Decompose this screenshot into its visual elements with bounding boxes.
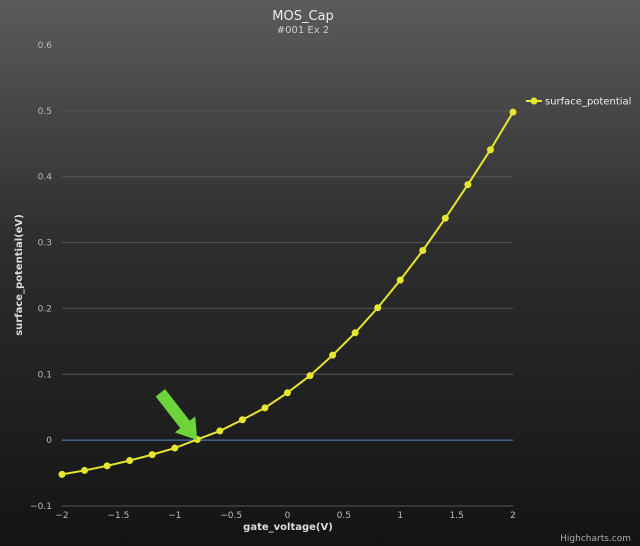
y-axis-ticks: −0.1 0 0.1 0.2 0.3 0.4 0.5 0.6 [30,41,52,512]
credits-link[interactable]: Highcharts.com [560,534,631,544]
green-arrow-icon [155,389,198,441]
data-point[interactable] [486,146,494,154]
data-point[interactable] [58,470,66,478]
y-tick-label: 0.1 [38,370,52,380]
y-tick-label: 0 [46,436,52,446]
series-line [61,111,514,476]
x-tick-label: 1.5 [449,511,463,521]
x-tick-label: −0.5 [220,511,242,521]
chart-title: MOS_Cap [272,9,334,24]
data-point[interactable] [351,329,359,337]
legend-marker [530,97,538,105]
data-point[interactable] [306,372,314,380]
data-point[interactable] [509,108,517,116]
y-tick-label: 0.4 [38,173,53,183]
legend-item-surface-potential[interactable]: surface_potential [526,97,631,108]
data-point[interactable] [148,451,156,459]
y-tick-label: 0.6 [38,41,53,51]
data-point[interactable] [81,466,89,474]
grid-lines [62,44,513,507]
legend-label: surface_potential [545,97,631,108]
series-surface-potential[interactable] [58,108,517,478]
x-tick-label: 2 [510,511,516,521]
y-tick-label: 0.3 [38,239,52,249]
arrow-shape [155,389,198,441]
y-tick-label: 0.5 [38,107,52,117]
x-tick-label: −1 [168,511,181,521]
data-point[interactable] [261,404,269,412]
data-point[interactable] [374,304,382,312]
data-point[interactable] [441,214,449,222]
data-point[interactable] [329,351,337,359]
x-tick-label: −2 [55,511,68,521]
x-tick-label: 1 [397,511,403,521]
y-axis-title: surface_potential(eV) [14,214,25,336]
data-point[interactable] [126,457,134,465]
x-tick-label: 0.5 [337,511,351,521]
data-point[interactable] [419,246,427,254]
data-point[interactable] [284,389,291,397]
data-point[interactable] [216,427,224,435]
data-point[interactable] [171,444,179,452]
chart-subtitle: #001 Ex 2 [277,25,329,36]
data-point[interactable] [396,276,404,284]
y-tick-label: −0.1 [30,502,52,512]
x-tick-label: 0 [285,511,291,521]
x-axis-title: gate_voltage(V) [243,522,333,533]
x-axis-ticks: −2 −1.5 −1 −0.5 0 0.5 1 1.5 2 [55,511,516,521]
data-point[interactable] [238,416,246,424]
data-point[interactable] [464,181,472,189]
y-tick-label: 0.2 [38,304,52,314]
data-point[interactable] [103,462,111,470]
x-tick-label: −1.5 [107,511,129,521]
